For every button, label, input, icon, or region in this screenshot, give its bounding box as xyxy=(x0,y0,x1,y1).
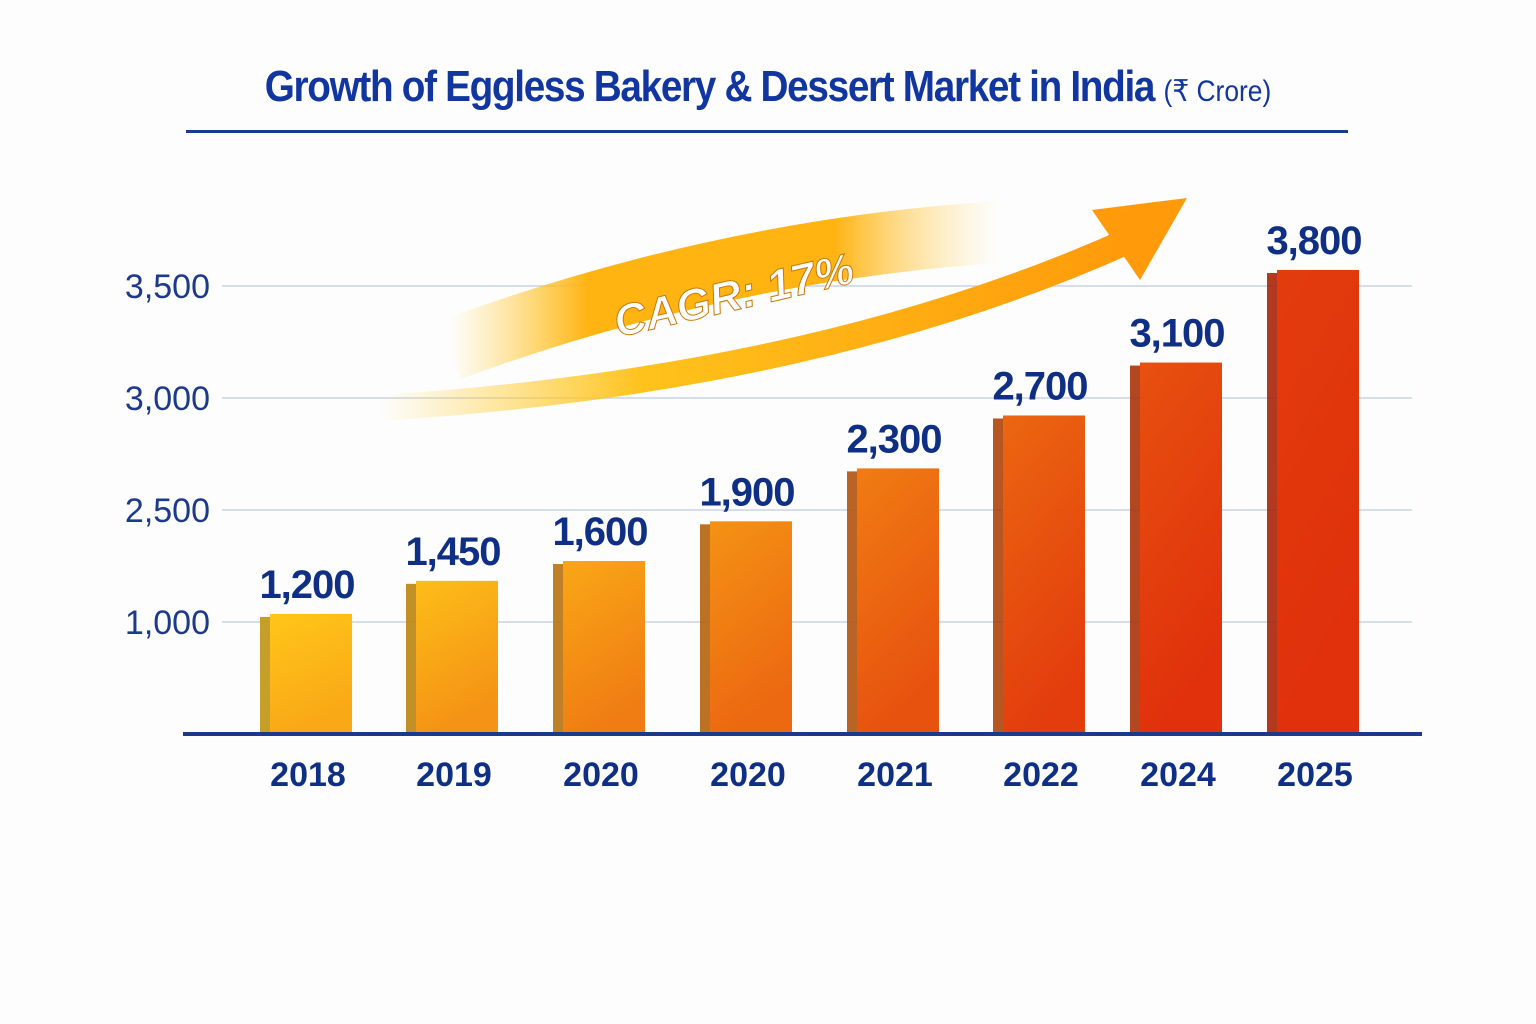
bar-side xyxy=(1267,272,1279,733)
y-tick-label: 2,500 xyxy=(125,492,210,530)
arrow-head-icon xyxy=(1092,198,1187,280)
bar-side xyxy=(993,418,1005,733)
bar xyxy=(270,613,352,733)
bar xyxy=(1277,269,1359,733)
value-label: 1,600 xyxy=(552,510,647,554)
value-label: 1,450 xyxy=(405,530,500,574)
value-label: 2,700 xyxy=(992,364,1087,408)
bar-side xyxy=(847,471,859,733)
cagr-banner xyxy=(439,201,1002,380)
x-tick-label: 2020 xyxy=(563,756,639,794)
bar xyxy=(857,468,939,733)
y-tick-label: 3,500 xyxy=(125,268,210,306)
bar-side xyxy=(406,583,418,733)
bar xyxy=(563,561,645,733)
x-tick-label: 2021 xyxy=(857,756,933,794)
arrow-shaft xyxy=(379,228,1136,421)
unit-label: (₹ Crore) xyxy=(1163,75,1272,108)
y-tick-label: 1,000 xyxy=(125,604,210,642)
chart-title: Growth of Eggless Bakery & Dessert Marke… xyxy=(92,62,1444,112)
x-tick-label: 2020 xyxy=(710,756,786,794)
x-tick-label: 2024 xyxy=(1140,756,1216,794)
bar-side xyxy=(553,564,565,733)
bar xyxy=(1003,415,1085,733)
bar-side xyxy=(700,524,712,733)
value-label: 3,800 xyxy=(1266,219,1361,263)
bar-side xyxy=(260,616,272,733)
x-tick-label: 2019 xyxy=(416,756,492,794)
title-underline xyxy=(186,130,1348,133)
bar-side xyxy=(1130,365,1142,733)
value-label: 2,300 xyxy=(846,417,941,461)
x-tick-label: 2025 xyxy=(1277,756,1353,794)
bar xyxy=(1140,362,1222,733)
y-tick-label: 3,000 xyxy=(125,380,210,418)
value-label: 1,900 xyxy=(699,470,794,514)
bar xyxy=(710,521,792,733)
x-tick-label: 2018 xyxy=(270,756,346,794)
x-tick-label: 2022 xyxy=(1003,756,1079,794)
bar xyxy=(416,580,498,733)
value-label: 3,100 xyxy=(1129,312,1224,356)
title-text: Growth of Eggless Bakery & Dessert Marke… xyxy=(264,62,1156,111)
value-label: 1,200 xyxy=(259,563,354,607)
